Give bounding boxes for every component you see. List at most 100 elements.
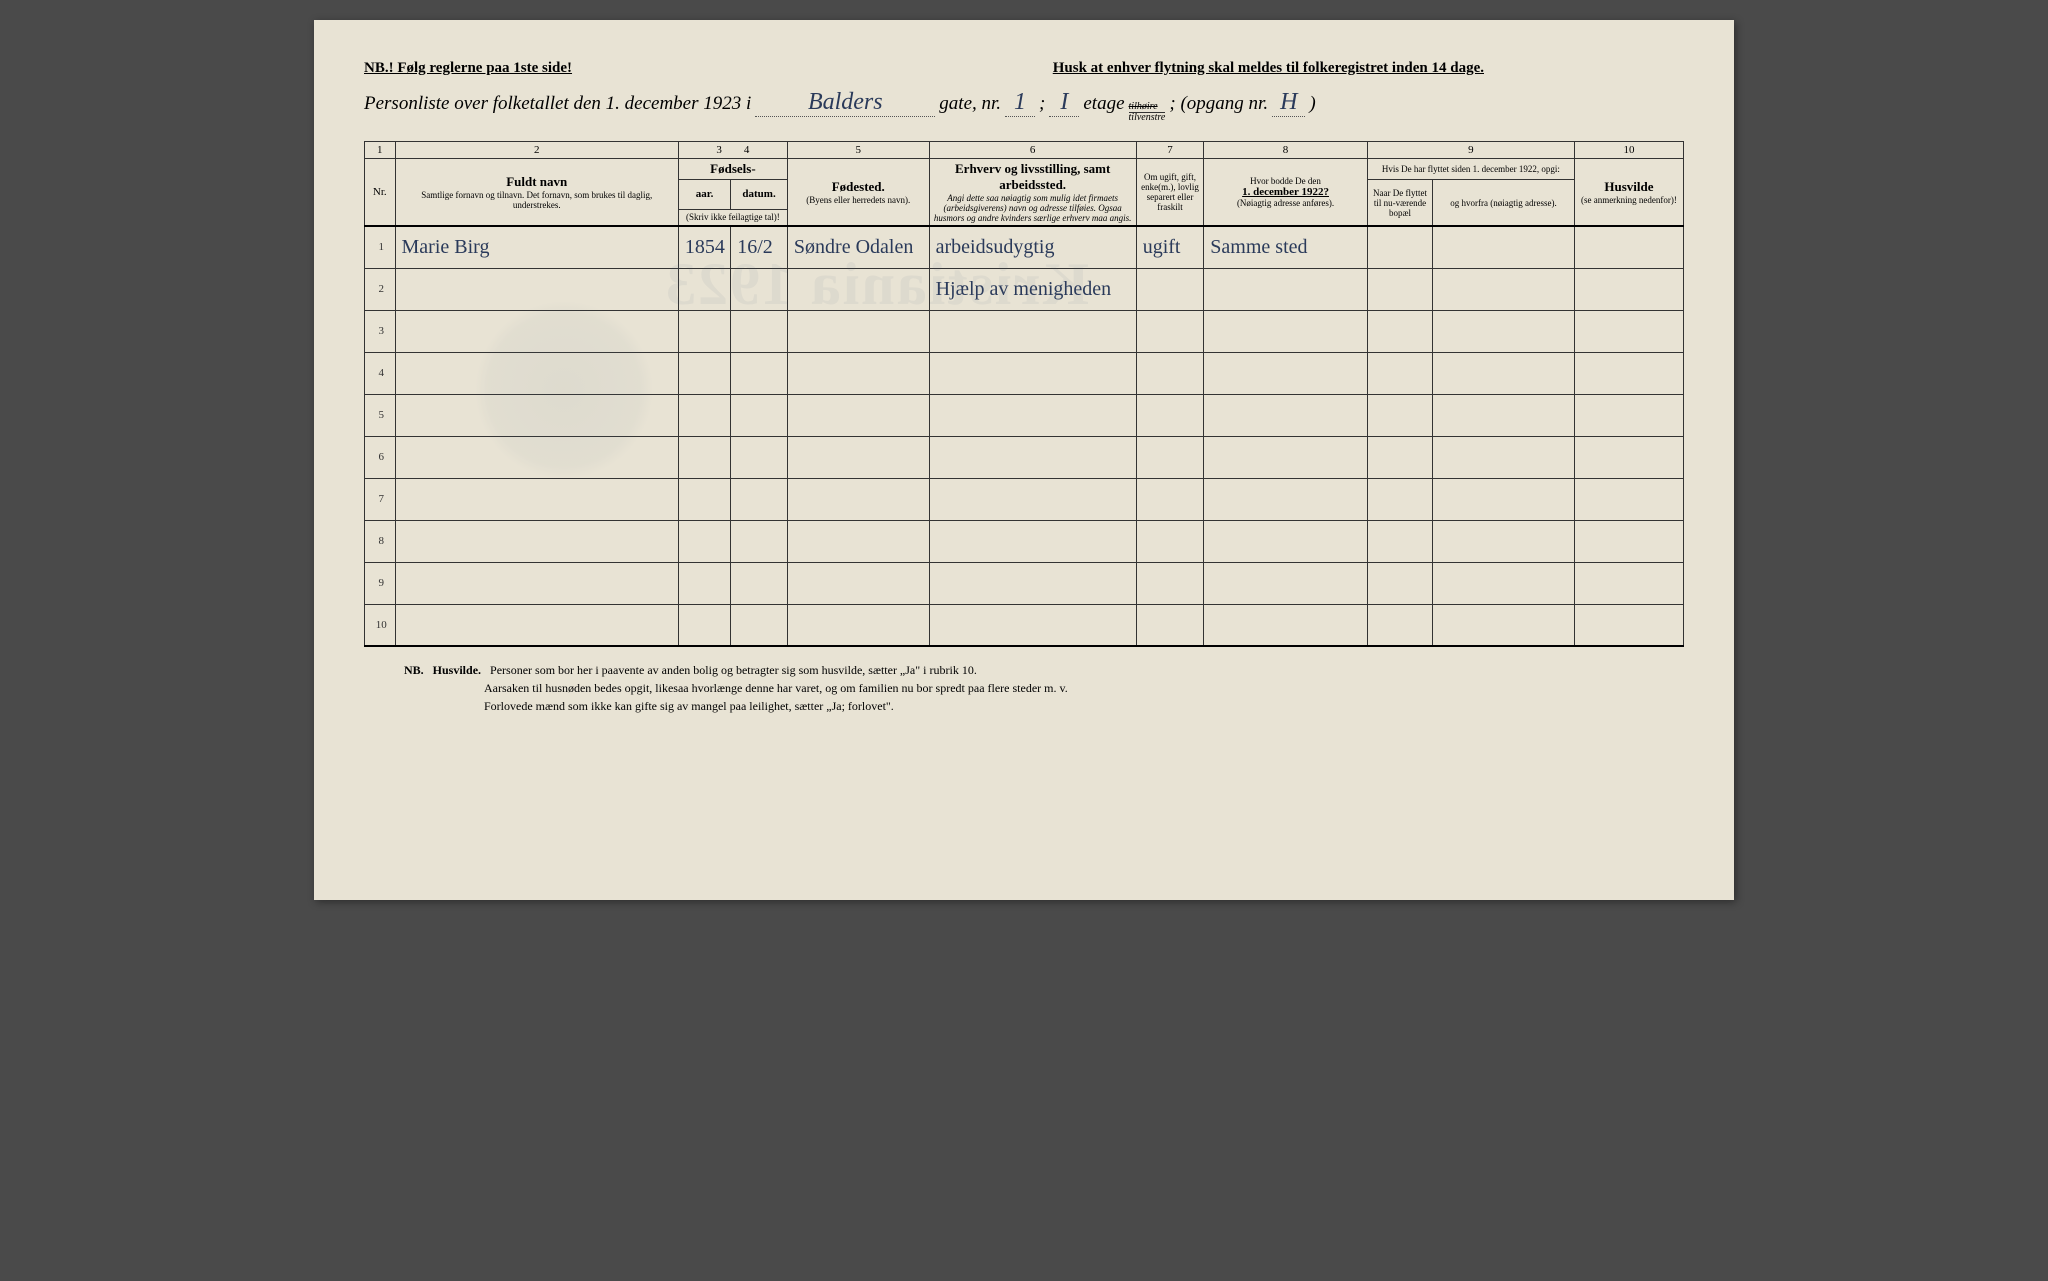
header-aar-sub: (Skriv ikke feilagtige tal)! xyxy=(678,209,787,226)
row-number: 4 xyxy=(365,352,396,394)
colnum-2: 2 xyxy=(395,142,678,159)
header-fodested: Fødested. (Byens eller herredets navn). xyxy=(787,159,929,227)
cell-erhverv: Hjælp av menigheden xyxy=(929,268,1136,310)
row-number: 1 xyxy=(365,226,396,268)
cell-husvilde xyxy=(1574,394,1683,436)
cell-bodde xyxy=(1204,352,1368,394)
table-header: 1 2 3 4 5 6 7 8 9 10 Nr. Fuldt navn Samt… xyxy=(365,142,1684,227)
table-row: 4 xyxy=(365,352,1684,394)
table-body: 1Marie Birg185416/2Søndre Odalenarbeidsu… xyxy=(365,226,1684,646)
cell-name xyxy=(395,436,678,478)
cell-hvorfra xyxy=(1433,436,1575,478)
colnum-3-4: 3 4 xyxy=(678,142,787,159)
closing-paren: ) xyxy=(1309,93,1315,115)
cell-datum xyxy=(731,352,788,394)
etage-left-option: tilvenstre xyxy=(1129,113,1166,123)
cell-ugift xyxy=(1136,562,1204,604)
cell-naar xyxy=(1367,352,1432,394)
cell-datum: 16/2 xyxy=(731,226,788,268)
gate-label: gate, nr. xyxy=(939,93,1001,115)
cell-erhverv xyxy=(929,310,1136,352)
colnum-10: 10 xyxy=(1574,142,1683,159)
form-title-line: Personliste over folketallet den 1. dece… xyxy=(364,89,1684,123)
cell-name xyxy=(395,478,678,520)
header-husvilde: Husvilde (se anmerkning nedenfor)! xyxy=(1574,159,1683,227)
cell-hvorfra xyxy=(1433,352,1575,394)
cell-bodde xyxy=(1204,604,1368,646)
cell-husvilde xyxy=(1574,520,1683,562)
cell-aar xyxy=(678,520,730,562)
row-number: 7 xyxy=(365,478,396,520)
cell-bodde xyxy=(1204,394,1368,436)
cell-fodested xyxy=(787,268,929,310)
cell-bodde xyxy=(1204,310,1368,352)
cell-ugift xyxy=(1136,268,1204,310)
etage-side-options: tilhøire tilvenstre xyxy=(1129,102,1166,123)
opgang-number-field: H xyxy=(1272,89,1305,117)
row-number: 9 xyxy=(365,562,396,604)
header-flyttet: Hvis De har flyttet siden 1. december 19… xyxy=(1367,159,1574,180)
cell-husvilde xyxy=(1574,436,1683,478)
cell-datum xyxy=(731,604,788,646)
cell-erhverv xyxy=(929,352,1136,394)
row-number: 10 xyxy=(365,604,396,646)
opgang-label: ; (opgang nr. xyxy=(1169,93,1268,115)
cell-bodde: Samme sted xyxy=(1204,226,1368,268)
cell-datum xyxy=(731,310,788,352)
cell-ugift xyxy=(1136,394,1204,436)
title-prefix: Personliste over folketallet den 1. dece… xyxy=(364,93,751,115)
cell-husvilde xyxy=(1574,604,1683,646)
cell-datum xyxy=(731,478,788,520)
cell-ugift xyxy=(1136,352,1204,394)
row-number: 3 xyxy=(365,310,396,352)
husk-reminder-text: Husk at enhver flytning skal meldes til … xyxy=(1053,60,1484,77)
row-number: 2 xyxy=(365,268,396,310)
colnum-8: 8 xyxy=(1204,142,1368,159)
header-naar: Naar De flyttet til nu-værende bopæl xyxy=(1367,180,1432,227)
cell-fodested: Søndre Odalen xyxy=(787,226,929,268)
cell-husvilde xyxy=(1574,268,1683,310)
header-fuldt-navn: Fuldt navn Samtlige fornavn og tilnavn. … xyxy=(395,159,678,227)
cell-husvilde xyxy=(1574,562,1683,604)
colnum-7: 7 xyxy=(1136,142,1204,159)
cell-aar xyxy=(678,268,730,310)
census-table: 1 2 3 4 5 6 7 8 9 10 Nr. Fuldt navn Samt… xyxy=(364,141,1684,647)
header-bodde: Hvor bodde De den 1. december 1922? (Nøi… xyxy=(1204,159,1368,227)
row-number: 8 xyxy=(365,520,396,562)
header-datum: datum. xyxy=(731,180,788,210)
cell-fodested xyxy=(787,478,929,520)
fuldt-navn-sub: Samtlige fornavn og tilnavn. Det fornavn… xyxy=(399,190,675,210)
cell-datum xyxy=(731,436,788,478)
row-number: 5 xyxy=(365,394,396,436)
cell-naar xyxy=(1367,268,1432,310)
cell-erhverv: arbeidsudygtig xyxy=(929,226,1136,268)
cell-erhverv xyxy=(929,520,1136,562)
cell-bodde xyxy=(1204,436,1368,478)
cell-husvilde xyxy=(1574,310,1683,352)
header-fodsels: Fødsels- xyxy=(678,159,787,180)
header-nr: Nr. xyxy=(365,159,396,227)
cell-aar: 1854 xyxy=(678,226,730,268)
cell-erhverv xyxy=(929,478,1136,520)
cell-hvorfra xyxy=(1433,604,1575,646)
cell-hvorfra xyxy=(1433,520,1575,562)
cell-aar xyxy=(678,394,730,436)
etage-value-field: I xyxy=(1049,89,1079,117)
nb-rule-text: NB.! Følg reglerne paa 1ste side! xyxy=(364,60,572,77)
cell-naar xyxy=(1367,226,1432,268)
footer-nb: NB. xyxy=(404,663,424,677)
cell-fodested xyxy=(787,562,929,604)
cell-datum xyxy=(731,520,788,562)
cell-datum xyxy=(731,268,788,310)
cell-naar xyxy=(1367,604,1432,646)
cell-fodested xyxy=(787,436,929,478)
cell-ugift xyxy=(1136,310,1204,352)
footer-line3: Forlovede mænd som ikke kan gifte sig av… xyxy=(484,699,894,713)
table-row: 10 xyxy=(365,604,1684,646)
cell-hvorfra xyxy=(1433,226,1575,268)
cell-bodde xyxy=(1204,520,1368,562)
cell-name xyxy=(395,562,678,604)
cell-name xyxy=(395,268,678,310)
cell-ugift xyxy=(1136,478,1204,520)
cell-hvorfra xyxy=(1433,394,1575,436)
